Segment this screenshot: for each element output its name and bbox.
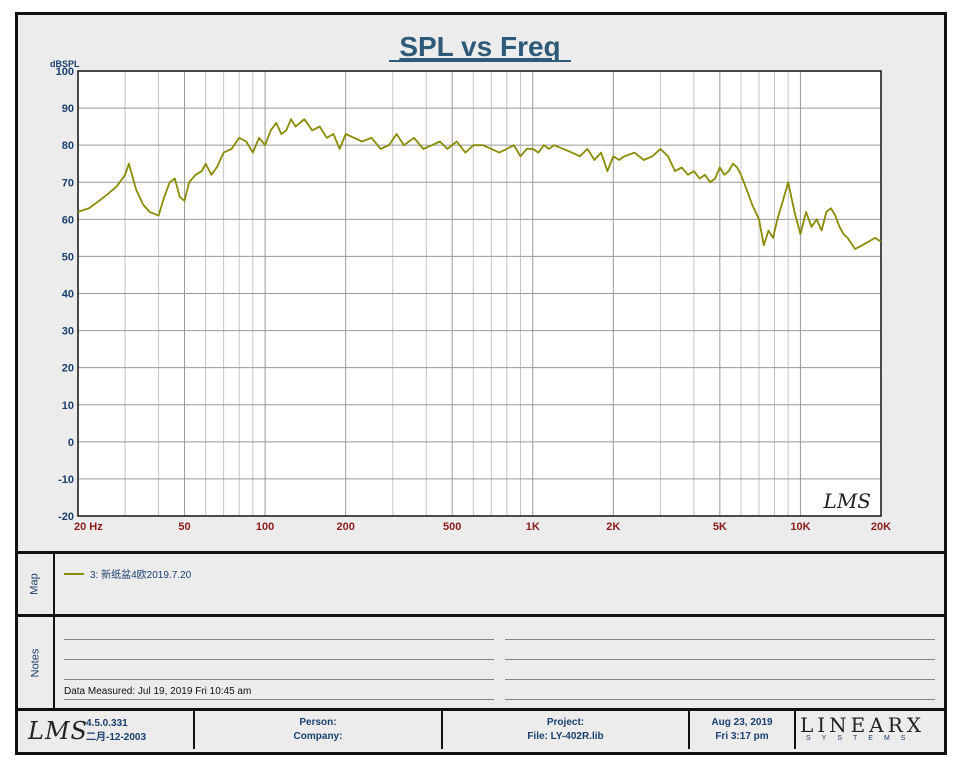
y-tick-label: -20: [58, 511, 74, 523]
linearx-wordmark: LINEARX: [800, 713, 926, 737]
notes-panel-label: Notes: [18, 617, 52, 708]
plot-border: [77, 70, 882, 517]
datetime-cell: Aug 23, 2019 Fri 3:17 pm: [690, 711, 794, 749]
separator-notes-footer: [15, 708, 947, 711]
y-tick-label: 30: [62, 326, 74, 338]
separator-chart-map: [15, 551, 947, 554]
chart-title: SPL vs Freq: [399, 31, 560, 62]
series-line: [77, 118, 882, 250]
linearx-logo: LINEARX SYSTEMS: [800, 713, 942, 747]
footer-divider: [794, 711, 796, 749]
footer-divider: [193, 711, 195, 749]
footer-divider: [688, 711, 690, 749]
x-tick-label: 100: [256, 521, 274, 533]
separator-map-notes: [15, 614, 947, 617]
footer-bar: LMS 4.5.0.331 二月-12-2003 Person: Company…: [18, 711, 944, 749]
x-tick-label: 50: [178, 521, 190, 533]
notes-label-text: Notes: [29, 648, 41, 677]
note-line: [64, 699, 494, 700]
x-tick-label: 2K: [606, 521, 620, 533]
y-tick-label: 60: [62, 214, 74, 226]
version-date: 二月-12-2003: [86, 732, 147, 743]
map-label-divider: [53, 554, 55, 614]
note-line: [505, 639, 935, 640]
file-label: File: LY-402R.lib: [527, 731, 604, 742]
x-tick-label: 500: [443, 521, 461, 533]
map-label-text: Map: [29, 573, 41, 595]
y-tick-label: 20: [62, 363, 74, 375]
person-company-cell: Person: Company:: [195, 711, 441, 749]
footer-time: Fri 3:17 pm: [715, 731, 769, 742]
x-tick-label: 200: [336, 521, 354, 533]
note-line: [64, 639, 494, 640]
note-line: [505, 659, 935, 660]
y-tick-label: 90: [62, 103, 74, 115]
y-tick-label: 80: [62, 140, 74, 152]
x-tick-label: 1K: [526, 521, 540, 533]
x-tick-label: 20 Hz: [74, 521, 103, 533]
y-tick-label: 70: [62, 177, 74, 189]
y-tick-label: 0: [68, 437, 74, 449]
note-line: [64, 659, 494, 660]
data-measured-text: Data Measured: Jul 19, 2019 Fri 10:45 am: [64, 686, 252, 697]
footer-divider: [441, 711, 443, 749]
legend-text: 3: 新纸盆4欧2019.7.20: [90, 570, 192, 581]
legend-swatch: [64, 572, 84, 575]
y-tick-label: 50: [62, 251, 74, 263]
y-tick-label: 100: [56, 66, 74, 78]
company-label: Company:: [293, 731, 343, 742]
y-tick-label: -10: [58, 474, 74, 486]
project-cell: Project: File: LY-402R.lib: [443, 711, 688, 749]
notes-label-divider: [53, 617, 55, 708]
map-panel-label: Map: [18, 554, 52, 614]
legend-entry: 3: 新纸盆4欧2019.7.20: [64, 566, 191, 581]
footer-date: Aug 23, 2019: [711, 717, 773, 728]
linearx-subtext: SYSTEMS: [806, 735, 917, 742]
y-tick-label: 40: [62, 289, 74, 301]
x-tick-label: 20K: [871, 521, 891, 533]
note-line: [64, 679, 494, 680]
x-tick-label: 10K: [790, 521, 810, 533]
version-block: 4.5.0.331 二月-12-2003: [86, 717, 146, 745]
lms-watermark: LMS: [823, 489, 871, 513]
person-label: Person:: [299, 717, 337, 728]
y-tick-label: 10: [62, 400, 74, 412]
lms-logo: LMS: [28, 717, 88, 745]
version-number: 4.5.0.331: [86, 718, 128, 729]
note-line: [505, 679, 935, 680]
project-label: Project:: [546, 717, 585, 728]
x-tick-label: 5K: [713, 521, 727, 533]
note-line: [505, 699, 935, 700]
y-axis-label: dBSPL: [50, 59, 80, 69]
